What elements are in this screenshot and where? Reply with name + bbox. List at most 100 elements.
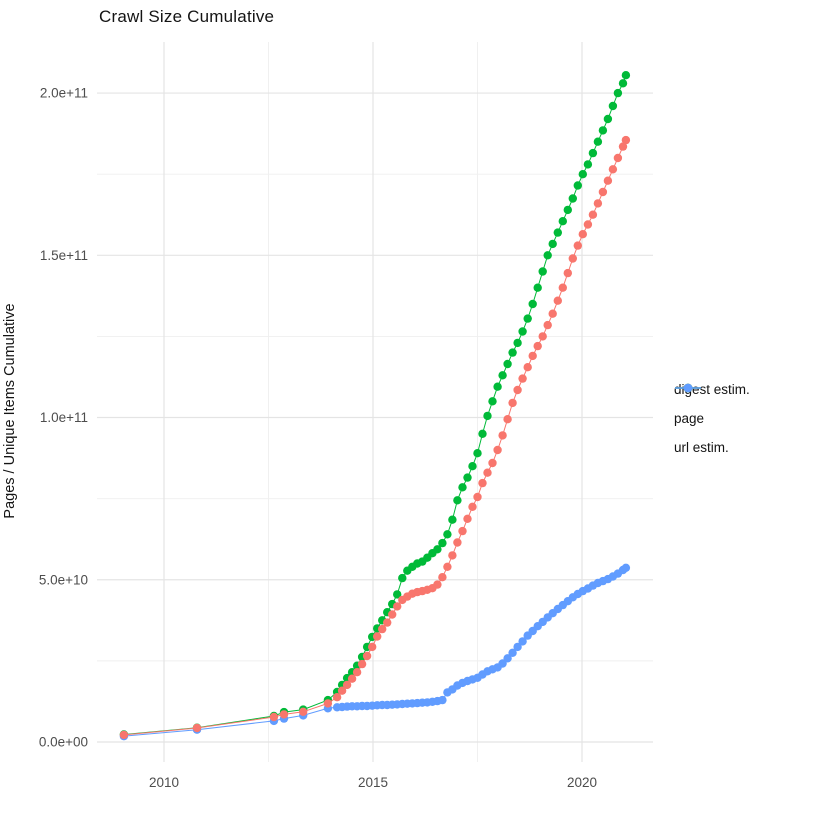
data-point [473, 449, 482, 458]
data-point [598, 126, 608, 135]
data-point [613, 88, 623, 98]
y-axis-title: Pages / Unique Items Cumulative [2, 303, 18, 519]
data-point [508, 398, 517, 408]
data-point [518, 327, 527, 336]
data-point [603, 176, 613, 185]
data-point [593, 199, 603, 208]
data-point [438, 538, 447, 548]
data-point [538, 332, 547, 341]
gridlines [97, 42, 653, 762]
series-url-estim- [119, 563, 631, 741]
data-point [388, 610, 397, 619]
data-point [523, 314, 532, 323]
data-point [488, 397, 497, 406]
data-point [513, 642, 522, 652]
chart-title: Crawl Size Cumulative [99, 7, 275, 26]
data-point [463, 514, 472, 523]
x-tick-label: 2010 [149, 775, 179, 790]
data-point [538, 267, 547, 276]
data-point [362, 651, 372, 661]
series-line [123, 567, 627, 737]
data-point [493, 445, 502, 455]
data-point [279, 710, 289, 719]
legend-key-icon [675, 383, 701, 393]
data-point [443, 530, 452, 539]
data-point [463, 473, 472, 482]
data-point [468, 502, 477, 511]
data-point [608, 165, 618, 174]
data-point [543, 320, 552, 330]
data-point [598, 187, 608, 197]
data-point [373, 632, 382, 641]
data-point [573, 241, 582, 250]
data-point [458, 483, 467, 492]
data-point [573, 181, 582, 190]
data-point [558, 283, 567, 292]
data-point [378, 624, 387, 634]
data-point [553, 228, 562, 237]
data-point [438, 573, 447, 582]
data-point [558, 217, 567, 226]
data-point [483, 468, 492, 477]
data-point [488, 458, 497, 468]
data-point [337, 686, 347, 695]
data-point [368, 642, 377, 652]
y-tick-label: 5.0e+10 [39, 572, 88, 587]
axis-tick-labels: 0.0e+00 5.0e+10 1.0e+11 1.5e+11 2.0e+11 2010 2… [39, 86, 597, 790]
data-point [528, 351, 537, 361]
data-point [593, 137, 603, 146]
data-point [192, 723, 202, 733]
data-point [342, 680, 352, 690]
legend: digest estim. page url estim. [674, 379, 750, 457]
data-point [513, 338, 522, 348]
data-point [553, 296, 562, 305]
data-point [453, 538, 462, 547]
data-point [468, 462, 477, 471]
data-point [448, 515, 457, 524]
data-point [613, 153, 623, 163]
data-point [548, 239, 557, 249]
x-tick-label: 2020 [567, 775, 597, 790]
data-point [563, 268, 572, 278]
data-point [523, 363, 532, 372]
data-point [503, 359, 512, 369]
y-tick-label: 1.5e+11 [40, 248, 88, 263]
data-point [508, 348, 517, 357]
data-point [357, 659, 367, 669]
series-digest-estim- [119, 135, 631, 740]
data-point [433, 545, 442, 554]
data-point [533, 341, 542, 351]
y-tick-label: 1.0e+11 [40, 410, 88, 425]
data-point [583, 220, 593, 229]
data-point [347, 674, 357, 683]
data-point [548, 309, 557, 318]
data-point [478, 478, 487, 488]
data-point [493, 382, 502, 391]
data-point [393, 590, 402, 599]
data-point [352, 668, 362, 677]
legend-label: page [674, 410, 705, 426]
data-point [433, 580, 442, 589]
data-point [508, 648, 517, 657]
data-point [473, 492, 482, 502]
data-point [543, 251, 552, 260]
data-point [563, 205, 572, 215]
data-point [438, 695, 447, 705]
data-point [621, 135, 631, 145]
data-point [533, 283, 542, 292]
data-point [588, 148, 598, 158]
data-point [269, 712, 279, 722]
data-point [518, 374, 527, 383]
data-point [503, 415, 512, 424]
data-point [498, 371, 507, 380]
x-tick-label: 2015 [358, 775, 388, 790]
legend-key-point [683, 383, 693, 393]
data-point [478, 429, 487, 438]
data-point [458, 526, 467, 536]
data-point [621, 563, 631, 572]
data-point [443, 562, 452, 571]
y-tick-label: 0.0e+00 [39, 735, 88, 750]
data-point [588, 210, 598, 219]
